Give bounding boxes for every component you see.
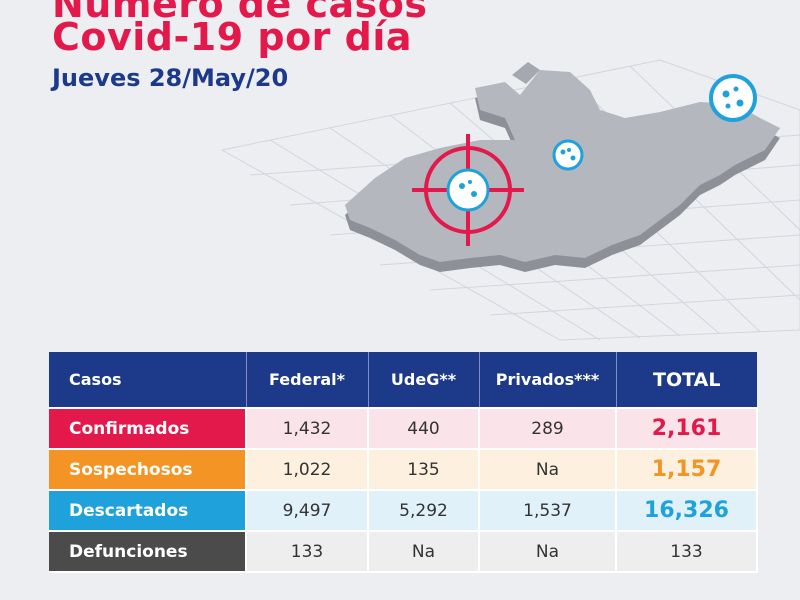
table-row: Confirmados 1,432 440 289 2,161 [49, 408, 758, 450]
header-casos: Casos [49, 352, 247, 409]
header-udeg: UdeG** [368, 352, 480, 409]
cell-privados: 289 [479, 408, 617, 450]
cell-privados: 1,537 [479, 490, 617, 532]
cell-federal: 133 [246, 531, 369, 573]
cases-table: Casos Federal* UdeG** Privados*** TOTAL … [49, 352, 758, 573]
cell-total: 1,157 [616, 449, 758, 491]
cell-total: 16,326 [616, 490, 758, 532]
cell-udeg: 440 [368, 408, 480, 450]
cell-privados: Na [479, 531, 617, 573]
title-line-1: Número de casos [52, 0, 428, 26]
cell-udeg: 5,292 [368, 490, 480, 532]
cell-udeg: Na [368, 531, 480, 573]
cell-federal: 9,497 [246, 490, 369, 532]
title-line-2: Covid-19 por día [52, 15, 413, 59]
virus-icon [709, 74, 757, 122]
header-federal: Federal* [246, 352, 369, 409]
table-header-row: Casos Federal* UdeG** Privados*** TOTAL [49, 352, 757, 409]
row-label-descartados: Descartados [49, 490, 247, 532]
cell-privados: Na [479, 449, 617, 491]
virus-icon [552, 139, 584, 171]
date-subtitle: Jueves 28/May/20 [52, 64, 289, 92]
cell-federal: 1,432 [246, 408, 369, 450]
map-svg [220, 59, 800, 341]
table-row: Descartados 9,497 5,292 1,537 16,326 [49, 490, 758, 532]
row-label-sospechosos: Sospechosos [49, 449, 247, 491]
cell-udeg: 135 [368, 449, 480, 491]
header-privados: Privados*** [479, 352, 617, 409]
map-illustration [220, 59, 800, 341]
cell-total: 133 [616, 531, 758, 573]
row-label-defunciones: Defunciones [49, 531, 247, 573]
row-label-confirmados: Confirmados [49, 408, 247, 450]
cell-total: 2,161 [616, 408, 758, 450]
header-total: TOTAL [616, 352, 757, 409]
cell-federal: 1,022 [246, 449, 369, 491]
table-row: Defunciones 133 Na Na 133 [49, 531, 758, 573]
target-virus-icon [412, 134, 524, 246]
table-row: Sospechosos 1,022 135 Na 1,157 [49, 449, 758, 491]
